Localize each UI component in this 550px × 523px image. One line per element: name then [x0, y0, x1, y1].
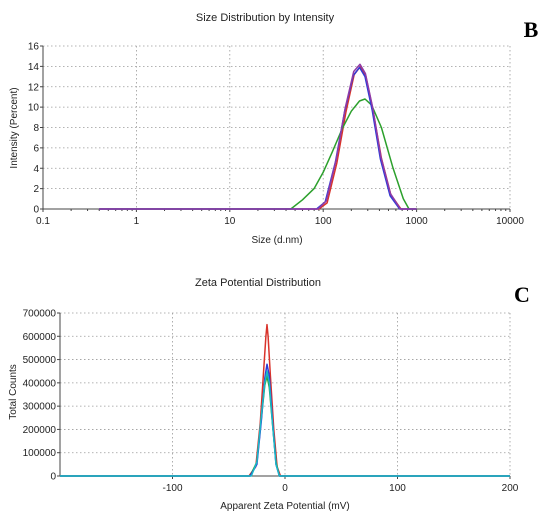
series-line-3 [60, 363, 510, 477]
y-tick-labels: 0 2 4 6 8 10 12 14 16 [28, 42, 40, 216]
x-tick-labels: 0.1 1 10 100 1000 10000 [36, 216, 524, 227]
x-tick-label: 0.1 [36, 216, 50, 227]
panel-label: C [514, 282, 530, 307]
chart-zeta-potential: Zeta Potential Distribution C 0 100000 200… [8, 277, 530, 512]
y-tick-label: 0 [50, 472, 56, 483]
chart-size-distribution: Size Distribution by Intensity B 0246810… [9, 12, 539, 246]
series-line-2 [99, 98, 417, 210]
series-line-4 [60, 370, 510, 477]
chart-title: Size Distribution by Intensity [196, 12, 335, 24]
x-tick-label: 1 [134, 216, 140, 227]
grid [43, 45, 511, 209]
y-axis-label: Intensity (Percent) [9, 87, 20, 168]
x-axis-label: Apparent Zeta Potential (mV) [220, 501, 350, 512]
x-tick-label: 1000 [405, 216, 428, 227]
x-axis-label: Size (d.nm) [251, 235, 302, 246]
series-line-4 [99, 63, 417, 210]
y-tick-label: 100000 [23, 448, 57, 459]
series-lines [99, 63, 417, 210]
chart-title: Zeta Potential Distribution [195, 277, 321, 289]
y-tick-label: 4 [33, 164, 39, 175]
x-tick-label: 100 [315, 216, 332, 227]
y-tick-label: 14 [28, 62, 40, 73]
y-tick-label: 500000 [23, 355, 57, 366]
y-tick-label: 700000 [23, 309, 57, 320]
y-tick-labels: 0 100000 200000 300000 400000 500000 600000 700… [23, 309, 57, 483]
axes [57, 312, 511, 479]
series-lines [60, 323, 510, 477]
y-tick-label: 2 [33, 184, 39, 195]
y-tick-label: 200000 [23, 425, 57, 436]
panel-label: B [524, 17, 539, 42]
y-axis-label: Total Counts [8, 364, 19, 420]
axes [40, 45, 511, 212]
y-tick-label: 400000 [23, 378, 57, 389]
x-tick-label: 0 [282, 483, 288, 494]
x-tick-label: 10000 [496, 216, 524, 227]
x-tick-label: 10 [224, 216, 236, 227]
x-tick-labels: -100 0 100 200 [162, 483, 518, 494]
x-tick-label: -100 [162, 483, 182, 494]
y-tick-label: 16 [28, 42, 40, 53]
y-tick-label: 600000 [23, 332, 57, 343]
y-tick-label: 0 [33, 205, 39, 216]
x-tick-label: 100 [389, 483, 406, 494]
grid [60, 312, 511, 476]
y-tick-label: 6 [33, 143, 39, 154]
y-tick-label: 10 [28, 103, 40, 114]
x-tick-label: 200 [502, 483, 519, 494]
y-tick-label: 8 [33, 123, 39, 134]
y-tick-label: 12 [28, 82, 40, 93]
y-tick-label: 300000 [23, 402, 57, 413]
